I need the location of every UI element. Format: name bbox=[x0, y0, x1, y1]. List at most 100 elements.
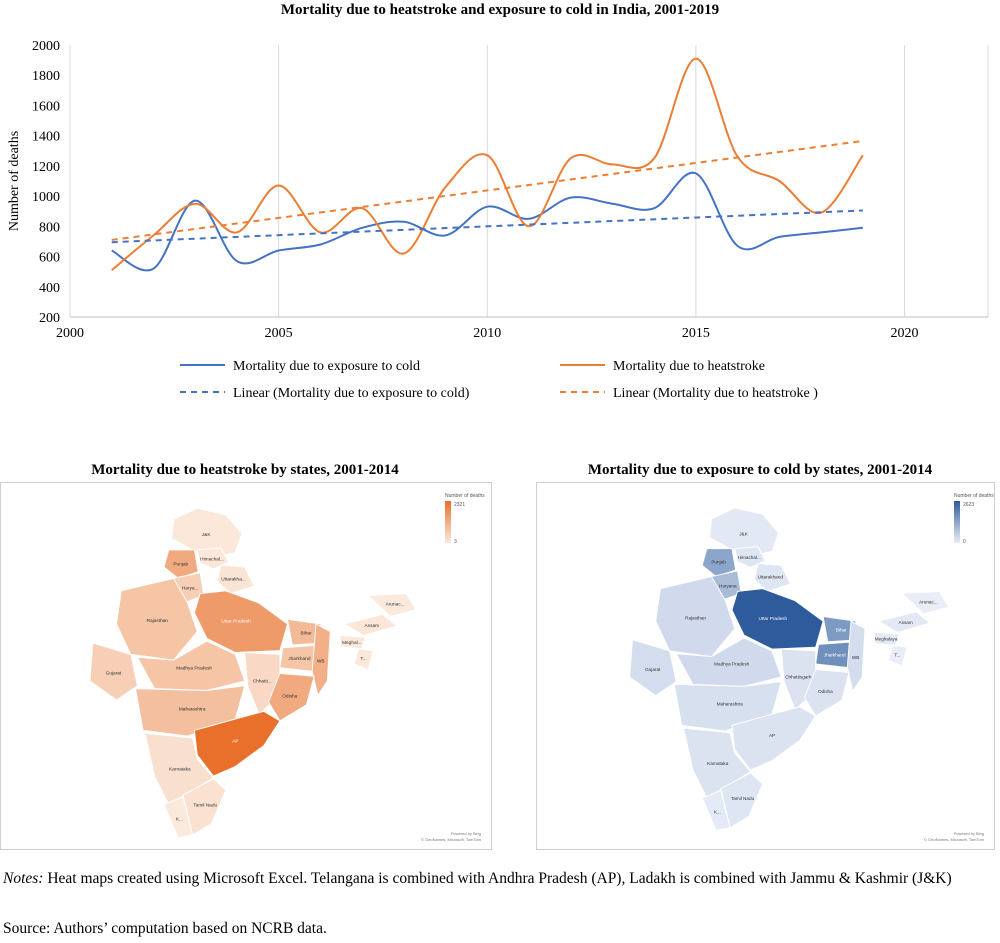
y-tick-label: 200 bbox=[39, 311, 60, 326]
state-region bbox=[193, 710, 281, 777]
map-legend-bar bbox=[954, 501, 960, 543]
state-region bbox=[367, 593, 417, 617]
state-region bbox=[655, 576, 736, 658]
state-label: Odisha bbox=[282, 693, 297, 699]
trendline-3 bbox=[111, 139, 863, 241]
state-label: Gujarat bbox=[645, 667, 661, 672]
state-region bbox=[89, 642, 138, 701]
state-region bbox=[193, 590, 289, 653]
map-shapes: J&K Himachal... Punjab Haryana Uttarakhand Ra… bbox=[629, 507, 950, 831]
state-region bbox=[901, 590, 950, 615]
state-region bbox=[216, 564, 255, 595]
state-label: Himachal... bbox=[738, 555, 761, 560]
state-label: Bihar bbox=[300, 631, 312, 637]
notes-label: Notes: bbox=[3, 870, 44, 887]
legend-label-2: Linear (Mortality due to exposure to col… bbox=[233, 386, 470, 401]
state-label: Meghal... bbox=[342, 640, 362, 646]
state-label: K... bbox=[176, 816, 183, 822]
state-label: Maharashtra bbox=[179, 706, 206, 712]
y-tick-label: 1400 bbox=[32, 130, 60, 145]
state-label: Uttarakha... bbox=[221, 576, 246, 582]
map-attribution: Powered by Bing bbox=[954, 831, 984, 836]
series-line-0 bbox=[111, 171, 863, 272]
state-label: Harya... bbox=[182, 585, 199, 591]
state-label: Karnataka bbox=[169, 767, 191, 773]
state-label: Haryana bbox=[719, 583, 737, 588]
y-tick-label: 1800 bbox=[32, 69, 60, 84]
source-text: Source: Authors’ computation based on NC… bbox=[3, 920, 327, 937]
heatstroke-map-panel: J&K Himachal... Punjab Harya... Uttarakha...… bbox=[0, 482, 492, 850]
state-region bbox=[629, 639, 677, 697]
state-label: WB bbox=[852, 655, 859, 660]
state-label: Bihar bbox=[836, 628, 847, 633]
state-region bbox=[731, 706, 817, 771]
state-label: Madhya Pradesh bbox=[714, 662, 750, 667]
state-label: Meghalaya bbox=[875, 637, 898, 642]
x-tick-label: 2005 bbox=[265, 326, 293, 341]
state-region bbox=[887, 644, 908, 667]
state-label: Chhattisgarh bbox=[785, 674, 812, 679]
map-legend-min: 3 bbox=[454, 539, 457, 545]
state-label: Maharashtra bbox=[717, 702, 743, 707]
notes-text: Heat maps created using Microsoft Excel.… bbox=[43, 870, 952, 887]
state-label: Assam bbox=[899, 620, 913, 625]
heatstroke-map-title: Mortality due to heatstroke by states, 2… bbox=[91, 462, 399, 478]
state-label: Himachal... bbox=[200, 556, 224, 562]
map-attribution: Powered by Bing bbox=[451, 831, 481, 836]
state-label: AP bbox=[769, 733, 775, 738]
state-label: WB bbox=[317, 659, 325, 665]
state-label: Jharkhand bbox=[288, 656, 311, 662]
map-legend-max: 2321 bbox=[454, 502, 465, 508]
state-label: Madhya Pradesh bbox=[176, 665, 212, 671]
state-region bbox=[171, 507, 243, 558]
state-label: Tamil Nadu bbox=[193, 802, 217, 808]
state-label: T... bbox=[894, 653, 900, 658]
state-label: Karnataka bbox=[707, 761, 729, 766]
map-legend-max: 2623 bbox=[963, 502, 974, 508]
y-tick-label: 2000 bbox=[32, 39, 60, 54]
chart-title: Mortality due to heatstroke and exposure… bbox=[281, 2, 719, 18]
state-label: Punjab bbox=[173, 561, 188, 567]
state-label: Arunac... bbox=[386, 602, 405, 608]
state-region bbox=[753, 563, 792, 592]
state-region bbox=[163, 796, 194, 839]
state-label: Gujarat bbox=[106, 671, 122, 677]
cold-map: J&K Himachal... Punjab Haryana Uttarakhand Ra… bbox=[629, 493, 994, 842]
cold-map-panel: J&K Himachal... Punjab Haryana Uttarakhand Ra… bbox=[536, 482, 995, 850]
y-tick-label: 600 bbox=[39, 251, 60, 266]
y-axis-label: Number of deaths bbox=[7, 131, 22, 231]
trendline-2 bbox=[111, 209, 863, 244]
state-region bbox=[701, 789, 731, 831]
state-label: Uttarakhand bbox=[758, 575, 784, 580]
state-label: Rajasthan bbox=[147, 618, 169, 624]
map-attribution: © GeoNames, Microsoft, TomTom bbox=[421, 837, 482, 842]
legend-label-3: Linear (Mortality due to heatstroke ) bbox=[613, 386, 818, 401]
x-tick-label: 2000 bbox=[56, 326, 84, 341]
state-label: Uttar Pradesh bbox=[221, 619, 251, 625]
state-label: K... bbox=[714, 809, 721, 814]
map-legend-min: 0 bbox=[963, 539, 966, 545]
state-label: J&K bbox=[739, 531, 748, 536]
notes: Notes: Heat maps created using Microsoft… bbox=[3, 869, 995, 889]
x-tick-label: 2020 bbox=[891, 326, 919, 341]
state-label: Rajasthan bbox=[685, 615, 706, 620]
y-tick-label: 1600 bbox=[32, 99, 60, 114]
map-shapes: J&K Himachal... Punjab Harya... Uttarakha...… bbox=[89, 507, 417, 839]
map-attribution: © GeoNames, Microsoft, TomTom bbox=[924, 837, 985, 842]
heatstroke-map: J&K Himachal... Punjab Harya... Uttarakha...… bbox=[89, 493, 485, 842]
state-region bbox=[846, 620, 866, 693]
state-label: Punjab bbox=[711, 560, 726, 565]
y-tick-label: 1000 bbox=[32, 190, 60, 205]
state-region bbox=[877, 611, 932, 633]
state-region bbox=[311, 623, 331, 697]
x-tick-label: 2010 bbox=[473, 326, 501, 341]
state-region bbox=[803, 669, 850, 717]
state-region bbox=[267, 672, 315, 722]
map-legend-title: Number of deaths bbox=[954, 493, 994, 499]
state-region bbox=[709, 507, 779, 557]
state-label: Arunac... bbox=[919, 599, 938, 604]
state-label: Chhatti... bbox=[253, 678, 272, 684]
map-legend-title: Number of deaths bbox=[445, 493, 485, 499]
line-chart: Mortality due to heatstroke and exposure… bbox=[7, 2, 989, 401]
state-label: Odisha bbox=[818, 689, 833, 694]
